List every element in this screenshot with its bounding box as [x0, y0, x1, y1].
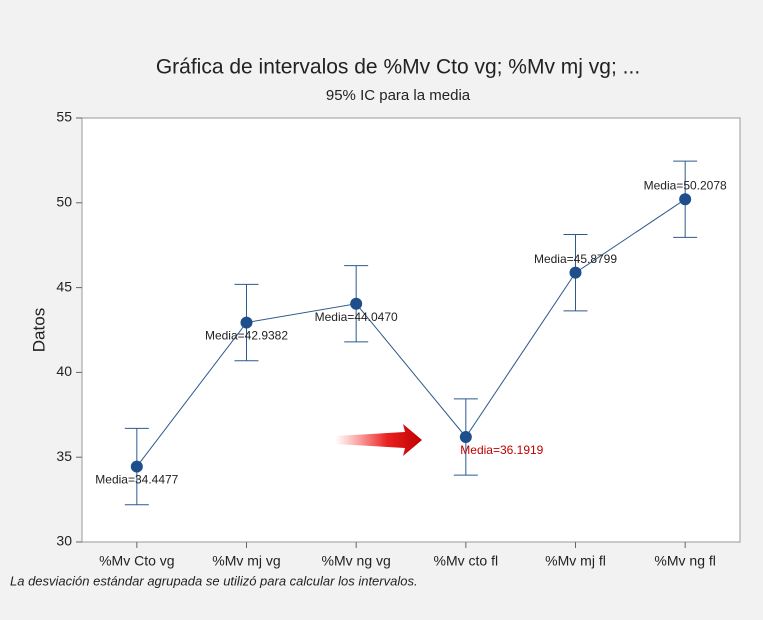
value-label: Media=42.9382	[205, 329, 288, 343]
mean-point	[240, 316, 253, 329]
mean-line	[136, 198, 686, 467]
y-tick-label: 50	[56, 194, 72, 210]
mean-point	[679, 193, 692, 206]
x-tick-label: %Mv mj fl	[545, 553, 606, 569]
value-label: Media=34.4477	[95, 473, 178, 487]
mean-point	[569, 266, 582, 279]
footnote: La desviación estándar agrupada se utili…	[10, 573, 418, 588]
y-tick-label: 45	[56, 278, 72, 294]
y-tick-label: 30	[56, 533, 72, 549]
value-label: Media=45.8799	[534, 252, 617, 266]
x-tick-label: %Mv mj vg	[212, 553, 280, 569]
mean-point	[130, 460, 143, 473]
x-tick-label: %Mv ng fl	[654, 553, 715, 569]
y-tick-label: 40	[56, 363, 72, 379]
value-label: Media=50.2078	[644, 178, 727, 192]
x-tick-label: %Mv ng vg	[322, 553, 391, 569]
chart-title: Gráfica de intervalos de %Mv Cto vg; %Mv…	[156, 56, 640, 79]
value-label: Media=44.0470	[315, 310, 398, 324]
y-tick-label: 35	[56, 448, 72, 464]
x-tick-label: %Mv Cto vg	[99, 553, 174, 569]
chart-subtitle: 95% IC para la media	[326, 87, 471, 104]
plot-area	[81, 117, 741, 543]
x-tick-label: %Mv cto fl	[434, 553, 499, 569]
mean-point	[350, 297, 363, 310]
annotation-arrow	[335, 424, 422, 456]
mean-point	[459, 430, 472, 443]
y-tick-label: 55	[56, 109, 72, 125]
y-axis-label: Datos	[29, 308, 48, 352]
value-label: Media=36.1919	[460, 443, 543, 457]
